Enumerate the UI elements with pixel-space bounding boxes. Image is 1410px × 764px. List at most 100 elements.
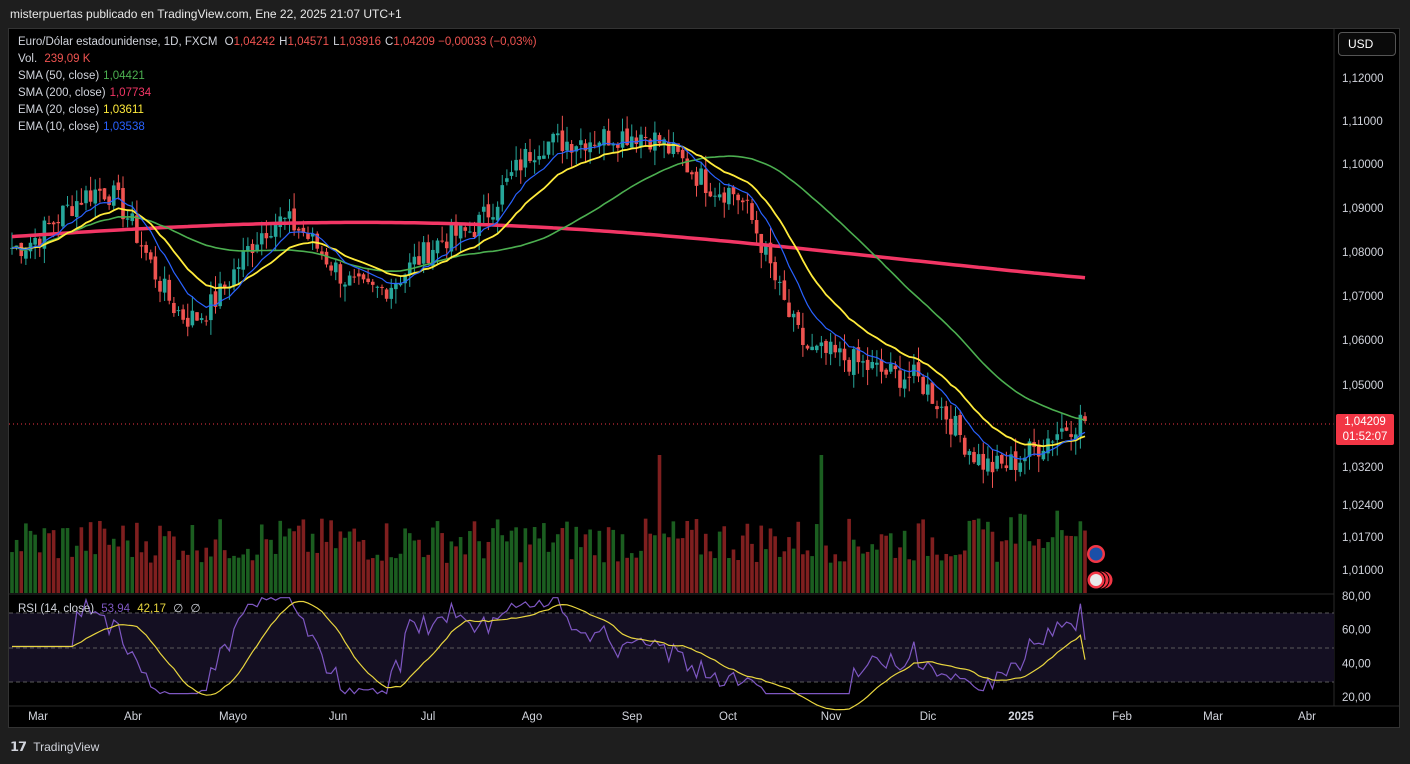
candle-body <box>148 252 153 260</box>
candle-body <box>717 194 722 198</box>
volume-bar <box>921 519 925 593</box>
volume-bar <box>14 539 19 593</box>
candle-body <box>870 361 875 369</box>
candle-body <box>435 240 440 254</box>
volume-bar <box>782 551 787 593</box>
candle-body <box>329 265 333 271</box>
chart-frame[interactable] <box>8 28 1400 728</box>
candle-body <box>51 222 56 225</box>
volume-bar <box>463 554 468 593</box>
volume-bar <box>1069 535 1073 593</box>
candle-body <box>699 168 703 185</box>
candle-body <box>70 206 74 216</box>
candle-body <box>569 144 574 153</box>
time-tick-label: Abr <box>1298 711 1316 723</box>
price-tick-label: 1,11000 <box>1342 116 1383 128</box>
time-tick-label: Sep <box>622 711 642 723</box>
volume-bar <box>1083 530 1087 593</box>
price-tick-label: 1,06000 <box>1342 335 1384 347</box>
candle-body <box>121 188 125 220</box>
volume-bar <box>842 561 847 593</box>
candle-body <box>1064 427 1069 431</box>
volume-value: 239,09 K <box>44 53 91 65</box>
time-tick-label: Nov <box>821 711 842 723</box>
candle-body <box>949 418 953 435</box>
volume-bar <box>338 531 343 593</box>
indicator-row-1: SMA (200, close) 1,07734 <box>18 85 537 102</box>
time-tick-label: Mar <box>28 711 48 723</box>
volume-bar <box>398 553 403 593</box>
candle-body <box>269 236 273 238</box>
rsi-ma-line <box>12 600 1086 711</box>
volume-bar <box>542 523 546 593</box>
volume-bar <box>708 551 713 593</box>
candle-body <box>842 348 847 361</box>
candle-body <box>139 245 144 247</box>
candle-body <box>694 171 699 186</box>
currency-button[interactable]: USD <box>1338 32 1396 56</box>
indicator-value: 1,03538 <box>103 121 145 133</box>
volume-bar <box>93 554 98 593</box>
volume-bar <box>10 552 14 593</box>
candle-body <box>181 309 185 320</box>
candle-body <box>1013 451 1018 471</box>
eu-flag-icon <box>1089 547 1103 561</box>
last-price-value: 1,04209 <box>1344 416 1386 428</box>
candle-body <box>431 249 435 266</box>
last-price-tag: 1,04209 01:52:07 <box>1336 414 1394 445</box>
volume-bar <box>148 562 153 593</box>
candle-body <box>962 437 967 455</box>
volume-bar <box>930 537 935 593</box>
volume-bar <box>278 520 283 593</box>
candle-body <box>819 342 824 347</box>
volume-bar <box>329 520 333 593</box>
candle-body <box>481 206 486 212</box>
candle-body <box>333 262 338 273</box>
candle-body <box>606 130 611 146</box>
candle-body <box>449 222 454 252</box>
volume-bar <box>33 534 37 593</box>
volume-bar <box>51 530 56 593</box>
volume-bar <box>569 559 574 593</box>
volume-bar <box>153 555 158 593</box>
candle-body <box>495 206 500 221</box>
candle-body <box>144 244 148 253</box>
volume-bar <box>898 547 902 593</box>
candle-body <box>560 130 565 152</box>
candle-body <box>796 312 801 325</box>
symbol-row: Euro/Dólar estadounidense, 1D, FXCM O1,0… <box>18 34 537 51</box>
volume-bar <box>916 523 921 593</box>
volume-bar <box>592 555 597 593</box>
candle-body <box>981 453 986 470</box>
candle-body <box>990 461 995 473</box>
candle-body <box>1036 444 1041 457</box>
candle-body <box>958 415 962 435</box>
volume-bar <box>648 533 653 593</box>
candle-body <box>56 221 61 224</box>
indicator-label: SMA (200, close) <box>18 87 106 99</box>
rsi-tick-label: 60,00 <box>1342 625 1371 637</box>
candle-body <box>199 318 204 321</box>
volume-bar <box>449 541 454 593</box>
candle-body <box>320 251 324 255</box>
volume-bar <box>495 519 500 593</box>
candle-body <box>856 347 861 363</box>
candle-body <box>74 201 79 217</box>
volume-bar <box>851 539 856 593</box>
candle-body <box>195 312 199 321</box>
candle-body <box>986 458 990 472</box>
volume-bar <box>514 527 518 593</box>
volume-bar <box>1078 521 1083 593</box>
indicator-row-0: SMA (50, close) 1,04421 <box>18 68 537 85</box>
candle-body <box>680 149 685 159</box>
volume-bar <box>181 550 185 593</box>
volume-bar <box>259 524 264 593</box>
rsi-tick-label: 40,00 <box>1342 658 1371 670</box>
volume-bar <box>222 550 227 593</box>
volume-bar <box>1046 542 1050 593</box>
candle-body <box>394 283 398 290</box>
candle-body <box>47 222 51 224</box>
ohlc-h: H1,04571 <box>279 36 330 48</box>
volume-bar <box>754 561 759 593</box>
